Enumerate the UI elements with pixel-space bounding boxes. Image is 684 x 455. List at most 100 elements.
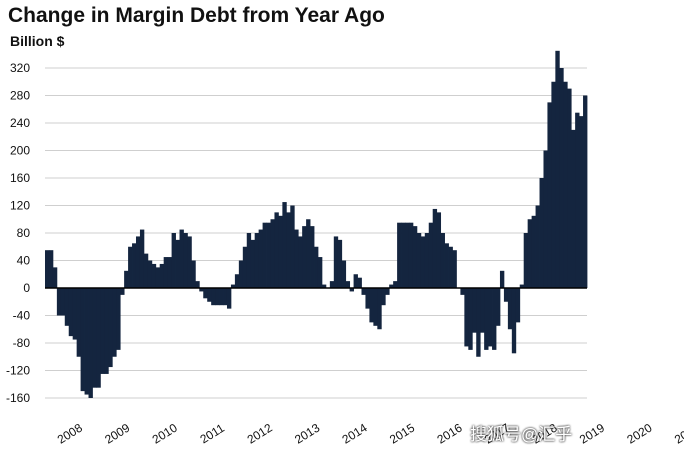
bar (511, 288, 517, 354)
bar (575, 112, 580, 288)
bar (223, 288, 228, 306)
bar (551, 81, 556, 288)
bar (179, 229, 184, 288)
x-tick-label: 2016 (435, 421, 465, 447)
x-tick-label: 2021 (672, 421, 684, 447)
bar (215, 288, 220, 306)
bar (60, 288, 66, 316)
chart-title: Change in Margin Debt from Year Ago (8, 4, 385, 27)
bar (317, 257, 323, 288)
y-tick-label: 0 (23, 281, 30, 295)
bar (139, 229, 145, 288)
bars (45, 50, 588, 398)
bar (385, 288, 390, 295)
y-unit-label: Billion $ (10, 33, 65, 49)
bar (302, 226, 307, 288)
bar (266, 222, 271, 288)
bar (412, 226, 418, 288)
bar (393, 281, 398, 288)
gridlines (45, 67, 587, 399)
bar (48, 250, 54, 288)
bar (389, 284, 394, 288)
y-tick-label: 120 (10, 199, 30, 213)
bar (230, 284, 236, 288)
bar (480, 288, 485, 333)
bar (472, 288, 477, 333)
bar (428, 222, 434, 288)
bar (96, 288, 101, 388)
bar (234, 274, 240, 288)
x-tick-label: 2009 (102, 421, 132, 447)
bar (468, 288, 473, 350)
x-tick-label: 2014 (340, 421, 370, 447)
bar (199, 288, 204, 292)
bar (88, 288, 93, 398)
bar (72, 288, 78, 340)
bar (499, 270, 505, 288)
bar (262, 222, 267, 288)
watermark: 搜狐号@汇乎 (470, 425, 573, 444)
bar (321, 284, 327, 288)
bar (369, 288, 374, 323)
y-tick-label: 320 (10, 61, 30, 75)
bar (104, 288, 109, 374)
y-tick-label: 160 (10, 171, 30, 185)
bar (45, 250, 50, 288)
bar (476, 288, 481, 357)
bar (440, 233, 445, 288)
bar (503, 288, 509, 302)
bar (250, 239, 256, 288)
bar (571, 129, 576, 288)
bar (92, 288, 97, 388)
bar (147, 260, 153, 288)
bar (306, 219, 311, 288)
bar (282, 202, 287, 288)
bar (100, 288, 105, 374)
bar (298, 236, 303, 288)
bar (80, 288, 85, 392)
bar (555, 50, 560, 288)
bar (219, 288, 224, 306)
bar (112, 288, 117, 357)
bar (523, 233, 529, 288)
bar (444, 243, 449, 288)
bar (361, 288, 366, 295)
bar (345, 281, 351, 288)
bar (492, 288, 497, 350)
y-tick-label: 200 (10, 144, 30, 158)
bar (341, 260, 347, 288)
bar (254, 233, 260, 288)
y-tick-label: -120 (6, 364, 30, 378)
y-tick-label: 240 (10, 116, 30, 130)
bar (507, 288, 513, 330)
bar (124, 270, 129, 288)
bar (531, 215, 536, 288)
bar (484, 288, 489, 350)
bar (171, 233, 176, 288)
bar (583, 95, 588, 288)
bar (64, 288, 70, 326)
y-tick-label: 80 (17, 226, 31, 240)
bar (563, 81, 568, 288)
bar (381, 288, 386, 306)
bar (108, 288, 113, 368)
bar (452, 250, 457, 288)
bar (310, 226, 315, 288)
bar (132, 243, 137, 288)
bar (515, 288, 521, 323)
bar (286, 212, 291, 288)
bar (274, 212, 279, 288)
bar (357, 277, 362, 288)
bar (535, 205, 540, 288)
bar (167, 257, 172, 288)
bar (246, 233, 252, 288)
bar (187, 236, 192, 288)
bar (203, 288, 208, 299)
bar (258, 229, 263, 288)
y-tick-label: -160 (6, 391, 30, 405)
bar (191, 260, 196, 288)
bar (151, 263, 157, 288)
bar (539, 178, 544, 288)
x-axis-ticks: 2008 2009 2010 2011 2012 2013 2014 2015 2016 2017… (55, 421, 684, 447)
